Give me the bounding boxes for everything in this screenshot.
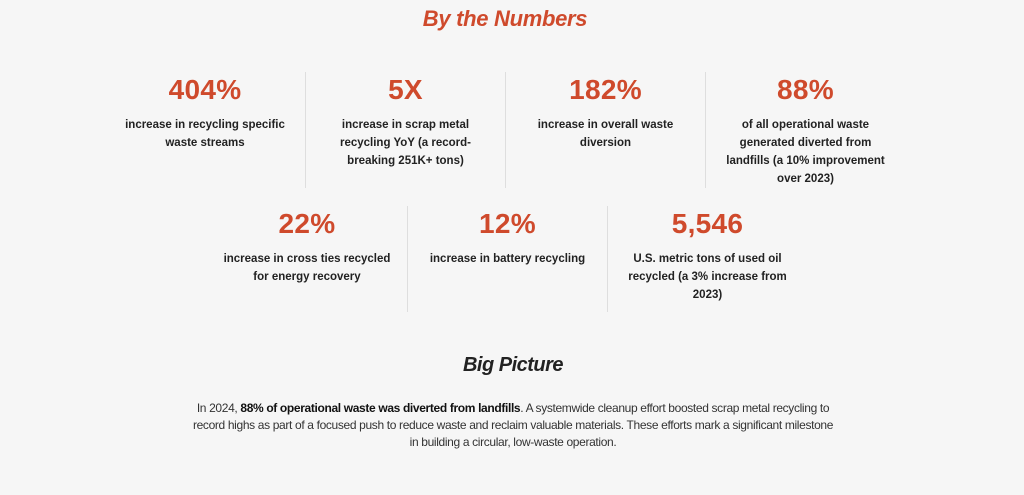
big-picture-paragraph: In 2024, 88% of operational waste was di… <box>190 400 836 451</box>
stat-value: 404% <box>168 74 242 105</box>
stat-card: 5X increase in scrap metal recycling YoY… <box>305 72 505 188</box>
stat-description: increase in recycling specific waste str… <box>125 119 285 149</box>
stat-card: 404% increase in recycling specific wast… <box>105 72 305 188</box>
stat-value: 22% <box>278 208 336 239</box>
stat-value: 12% <box>479 208 536 239</box>
stat-value: 182% <box>569 74 642 105</box>
section-title: By the Numbers <box>422 6 588 31</box>
stat-card: 22% increase in cross ties recycled for … <box>207 206 407 312</box>
stat-value: 88% <box>777 74 834 105</box>
paragraph-intro: In 2024, <box>196 401 241 415</box>
stat-card: 5,546 U.S. metric tons of used oil recyc… <box>607 206 807 312</box>
stat-description: increase in cross ties recycled for ener… <box>223 253 391 283</box>
big-picture-title: Big Picture <box>462 354 564 376</box>
stats-row-2: 22% increase in cross ties recycled for … <box>207 206 807 312</box>
paragraph-highlight: 88% of operational waste was diverted fr… <box>240 401 521 415</box>
stat-value: 5X <box>388 74 423 105</box>
stats-row-1: 404% increase in recycling specific wast… <box>105 72 905 188</box>
paragraph-body: . A systemwide cleanup effort boosted sc… <box>192 401 834 449</box>
stat-description: increase in overall waste diversion <box>537 119 674 149</box>
stat-value: 5,546 <box>671 208 744 239</box>
stat-card: 88% of all operational waste generated d… <box>705 72 905 188</box>
stat-card: 12% increase in battery recycling <box>407 206 607 312</box>
stat-description: increase in scrap metal recycling YoY (a… <box>339 119 472 167</box>
stat-card: 182% increase in overall waste diversion <box>505 72 705 188</box>
stat-description: U.S. metric tons of used oil recycled (a… <box>628 253 787 301</box>
stat-description: increase in battery recycling <box>429 253 586 265</box>
stat-description: of all operational waste generated diver… <box>726 119 885 185</box>
